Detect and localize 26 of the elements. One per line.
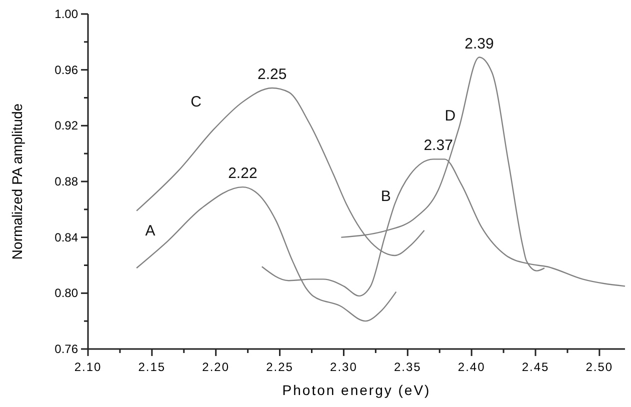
y-tick-label: 1.00 bbox=[54, 7, 78, 21]
x-axis-title: Photon energy (eV) bbox=[282, 382, 431, 398]
x-tick-label: 2.10 bbox=[74, 360, 102, 374]
x-tick-label: 2.35 bbox=[394, 360, 422, 374]
y-tick-label: 0.96 bbox=[54, 62, 78, 77]
y-tick-label: 0.80 bbox=[54, 286, 78, 300]
series-label: A bbox=[145, 222, 156, 240]
series-label: C bbox=[190, 93, 202, 110]
x-tick-label: 2.20 bbox=[202, 360, 230, 374]
annotation: 2.37 bbox=[424, 137, 453, 154]
annotation: 2.39 bbox=[464, 35, 494, 52]
y-axis-title: Normalized PA amplitude bbox=[9, 103, 25, 260]
x-tick-label: 2.45 bbox=[522, 360, 550, 374]
x-tick-label: 2.25 bbox=[266, 360, 294, 374]
annotation: 2.22 bbox=[228, 165, 258, 182]
x-tick-label: 2.15 bbox=[138, 360, 166, 374]
annotation: 2.25 bbox=[258, 66, 287, 83]
y-tick-label: 0.92 bbox=[54, 118, 78, 133]
series-label: D bbox=[444, 107, 456, 124]
x-tick-label: 2.30 bbox=[330, 360, 358, 374]
y-tick-label: 0.76 bbox=[54, 342, 78, 356]
x-tick-label: 2.50 bbox=[586, 360, 614, 374]
y-tick-label: 0.84 bbox=[54, 230, 78, 244]
x-tick-label: 2.40 bbox=[458, 360, 486, 374]
y-tick-label: 0.88 bbox=[54, 174, 78, 188]
series-label: B bbox=[380, 188, 391, 205]
